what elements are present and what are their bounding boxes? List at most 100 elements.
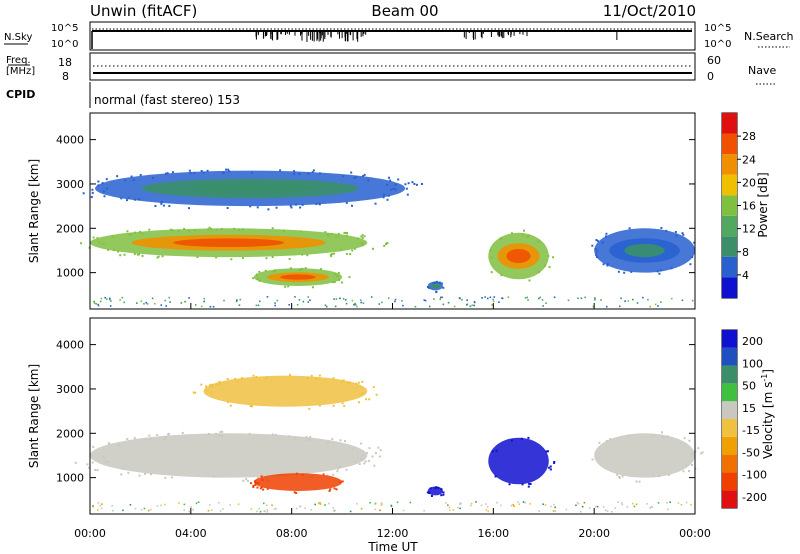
scatter-speckle: [171, 229, 174, 232]
near-range-speckle: [210, 509, 213, 511]
near-range-speckle: [433, 298, 435, 300]
scatter-speckle: [127, 471, 130, 474]
scatter-speckle: [106, 187, 109, 190]
near-range-speckle: [223, 299, 225, 302]
near-range-speckle: [309, 299, 311, 302]
x-tick-label: 04:00: [175, 527, 207, 540]
scatter-speckle: [130, 233, 133, 236]
near-range-speckle: [631, 502, 634, 505]
scatter-speckle: [221, 430, 224, 433]
scatter-speckle: [347, 382, 350, 385]
near-range-speckle: [542, 305, 544, 307]
near-range-speckle: [466, 303, 469, 306]
scatter-speckle: [357, 381, 360, 384]
power-colorbar-label: Power [dB]: [756, 172, 770, 237]
velocity-colorbar-tick-label: 200: [742, 335, 763, 348]
y-tick-label: 1000: [56, 472, 84, 485]
near-range-speckle: [666, 508, 669, 511]
near-range-speckle: [374, 503, 376, 505]
scatter-speckle: [311, 171, 314, 174]
near-range-speckle: [553, 296, 556, 299]
scatter-speckle: [605, 235, 608, 238]
freq-label-2: [MHz]: [6, 66, 35, 77]
near-range-speckle: [657, 502, 660, 504]
scatter-speckle: [80, 242, 83, 245]
scatter-speckle: [386, 241, 389, 244]
y-tick-label: 4000: [56, 134, 84, 147]
scatter-speckle: [225, 168, 228, 171]
near-range-speckle: [423, 509, 425, 512]
scatter-speckle: [126, 230, 129, 233]
near-range-speckle: [498, 301, 500, 303]
near-range-speckle: [493, 296, 496, 298]
scatter-speckle: [256, 278, 259, 281]
power-colorbar-segment: [722, 277, 737, 298]
near-range-speckle: [538, 297, 540, 300]
scatter-speckle: [421, 182, 424, 185]
scatter-speckle: [259, 487, 262, 490]
scatter-speckle: [226, 207, 229, 210]
scatter-speckle: [438, 281, 441, 284]
scatter-speckle: [215, 228, 218, 231]
near-range-speckle: [333, 298, 335, 300]
near-range-speckle: [266, 296, 269, 298]
scatter-region-peak: [188, 183, 313, 194]
scatter-speckle: [538, 271, 541, 274]
near-range-speckle: [262, 502, 265, 505]
near-range-speckle: [489, 296, 492, 299]
scatter-speckle: [188, 230, 191, 233]
near-range-speckle: [381, 503, 383, 505]
scatter-speckle: [337, 271, 340, 274]
scatter-speckle: [256, 206, 259, 209]
power-colorbar-tick-label: 24: [742, 153, 756, 166]
near-range-speckle: [208, 504, 211, 506]
freq-panel: Freq. [MHz] 18 8 60 0 Nave: [6, 52, 776, 85]
nsky-right-tick-bottom: 10^0: [704, 39, 731, 50]
scatter-speckle: [361, 392, 364, 395]
scatter-speckle: [361, 242, 364, 245]
near-range-speckle: [239, 298, 242, 301]
near-range-speckle: [150, 508, 152, 511]
scatter-speckle: [348, 381, 351, 384]
velocity-y-axis: 1000 2000 3000 4000: [56, 339, 695, 485]
scatter-speckle: [102, 242, 105, 245]
near-range-speckle: [501, 297, 503, 299]
near-range-speckle: [442, 303, 445, 306]
near-range-speckle: [402, 509, 405, 512]
scatter-speckle: [207, 432, 210, 435]
power-y-axis: 1000 2000 3000 4000: [56, 134, 695, 280]
scatter-speckle: [134, 198, 137, 201]
near-range-speckle: [145, 301, 148, 304]
scatter-speckle: [666, 435, 669, 438]
scatter-speckle: [274, 269, 277, 272]
near-range-speckle: [327, 502, 330, 505]
velocity-colorbar-tick-label: 50: [742, 380, 756, 393]
scatter-speckle: [682, 233, 685, 236]
near-range-speckle: [602, 506, 605, 508]
scatter-speckle: [215, 383, 218, 386]
near-range-speckle: [594, 298, 596, 301]
scatter-speckle: [360, 442, 363, 445]
scatter-speckle: [219, 431, 222, 434]
scatter-region-peak: [432, 284, 439, 288]
scatter-speckle: [413, 182, 416, 185]
scatter-speckle: [344, 440, 347, 443]
scatter-speckle: [94, 469, 97, 472]
near-range-speckle: [273, 508, 276, 510]
scatter-speckle: [428, 287, 431, 290]
scatter-speckle: [256, 273, 259, 276]
scatter-speckle: [298, 269, 301, 272]
near-range-speckle: [238, 304, 241, 306]
near-range-speckle: [649, 305, 652, 308]
scatter-speckle: [345, 468, 348, 471]
date-title: 11/Oct/2010: [603, 2, 696, 20]
scatter-speckle: [308, 407, 311, 410]
scatter-speckle: [499, 237, 502, 240]
scatter-speckle: [433, 281, 436, 284]
velocity-colorbar-segment: [722, 365, 737, 384]
scatter-speckle: [495, 449, 498, 452]
scatter-speckle: [362, 175, 365, 178]
nsky-right-tick-top: 10^5: [704, 23, 731, 34]
scatter-speckle: [605, 232, 608, 235]
scatter-speckle: [367, 179, 370, 182]
